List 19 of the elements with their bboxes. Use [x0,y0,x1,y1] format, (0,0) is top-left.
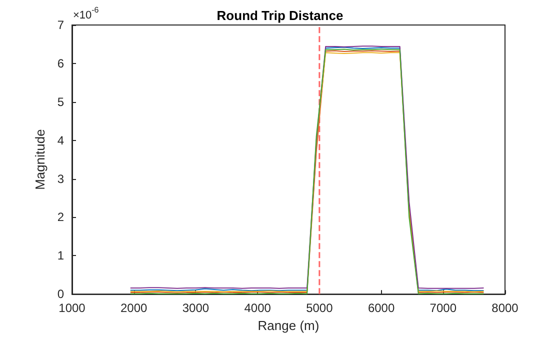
x-tick-label: 1000 [58,301,86,316]
y-tick-label: 7 [57,18,64,32]
x-tick-label: 2000 [120,301,148,316]
x-tick-label: 3000 [182,301,210,316]
x-tick-label: 8000 [492,301,519,316]
y-tick-label: 3 [57,172,64,186]
y-axis-title: Magnitude [32,129,48,190]
y-tick-label: 5 [57,94,64,109]
y-tick-label: 2 [57,210,64,224]
x-tick-label: 5000 [306,301,334,316]
x-axis-title: Range (m) [258,318,320,333]
y-tick-label: 4 [57,133,64,148]
x-tick-label: 4000 [244,301,272,316]
x-tick-label: 7000 [430,301,457,316]
y-tick-label: 6 [57,56,64,70]
chart-title: Round Trip Distance [216,8,344,23]
y-tick-label: 1 [57,248,64,263]
y-tick-label: 0 [57,287,64,302]
x-tick-label: 6000 [368,301,395,316]
